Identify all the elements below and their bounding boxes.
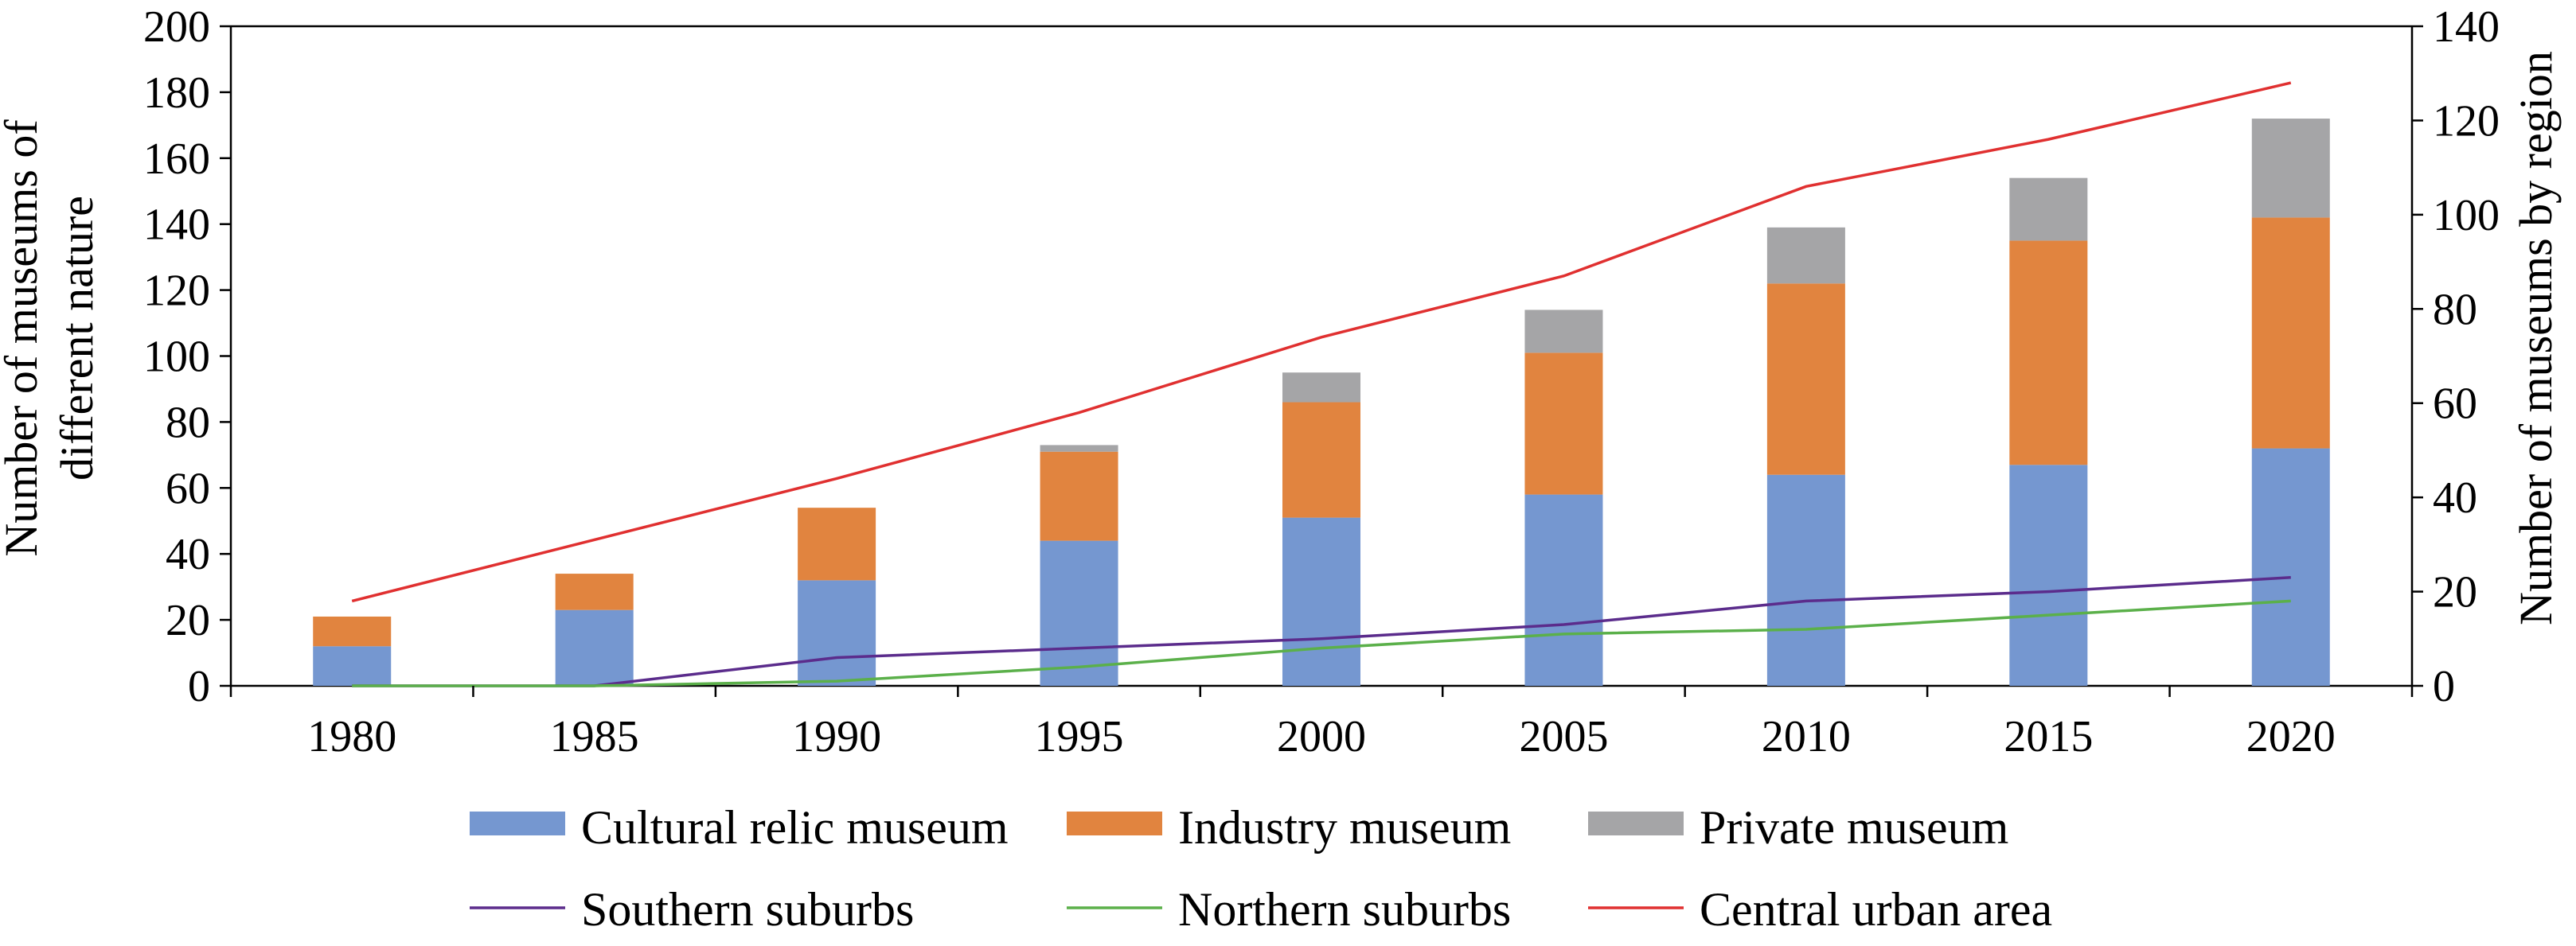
bar-industry-museum-1990 [798, 508, 876, 581]
left-tick-label: 80 [166, 398, 210, 447]
line-northern-suburbs [352, 599, 2291, 687]
x-tick-label: 1995 [1035, 712, 1124, 761]
x-tick-label: 2015 [2004, 712, 2093, 761]
bar-private-museum-1995 [1040, 445, 1118, 452]
bar-industry-museum-1995 [1040, 451, 1118, 541]
bar-industry-museum-2000 [1282, 402, 1360, 518]
bar-layer [313, 119, 2330, 686]
right-axis-title: Number of museums by region [2510, 51, 2562, 625]
bar-private-museum-2010 [1766, 227, 1845, 284]
right-tick-label: 0 [2433, 662, 2455, 711]
left-tick-label: 20 [166, 596, 210, 645]
bar-cultural-relic-museum-2020 [2251, 448, 2330, 686]
bar-industry-museum-1985 [555, 574, 634, 610]
bar-private-museum-2015 [2009, 177, 2088, 241]
x-tick-label: 2010 [1762, 712, 1851, 761]
bar-cultural-relic-museum-1990 [798, 580, 876, 686]
legend-swatch-industry-museum [1067, 812, 1162, 835]
bar-cultural-relic-museum-1980 [313, 646, 392, 686]
left-tick-label: 140 [143, 200, 210, 250]
left-tick-label: 200 [143, 2, 210, 52]
x-tick-label: 2020 [2246, 712, 2336, 761]
bar-industry-museum-2020 [2251, 217, 2330, 449]
bar-industry-museum-2010 [1766, 283, 1845, 475]
bar-cultural-relic-museum-2015 [2009, 465, 2088, 686]
legend-label-northern-suburbs: Northern suburbs [1178, 883, 1511, 936]
line-central-urban-area [351, 81, 2292, 603]
line-southern-suburbs [352, 576, 2291, 687]
legend-label-southern-suburbs: Southern suburbs [581, 883, 914, 936]
legend-label-private-museum: Private museum [1700, 801, 2008, 854]
legend-label-industry-museum: Industry museum [1178, 801, 1511, 854]
right-tick-label: 140 [2433, 2, 2500, 52]
x-tick-label: 1990 [792, 712, 881, 761]
right-tick-label: 80 [2433, 285, 2477, 334]
x-tick-label: 1980 [307, 712, 396, 761]
right-tick-label: 60 [2433, 380, 2477, 429]
bar-industry-museum-2005 [1524, 352, 1603, 495]
left-tick-label: 160 [143, 134, 210, 184]
bar-private-museum-2005 [1524, 309, 1603, 353]
bar-industry-museum-1980 [313, 616, 392, 647]
legend-swatch-private-museum [1588, 812, 1684, 835]
bar-private-museum-2000 [1282, 372, 1360, 403]
right-tick-label: 20 [2433, 568, 2477, 617]
x-tick-label: 2005 [1519, 712, 1608, 761]
left-tick-label: 120 [143, 267, 210, 316]
left-tick-label: 100 [143, 333, 210, 382]
right-tick-label: 100 [2433, 191, 2500, 240]
bar-cultural-relic-museum-2010 [1766, 474, 1845, 686]
bar-cultural-relic-museum-1995 [1040, 540, 1118, 686]
left-tick-label: 60 [166, 464, 210, 513]
right-axis-ticks: 0 20 40 60 80 100 120 140 [2412, 2, 2500, 711]
bar-cultural-relic-museum-2005 [1524, 494, 1603, 686]
x-axis-ticks: 1980 1985 1990 1995 2000 2005 2010 2015 2020 [229, 686, 2414, 761]
left-axis-title-line-2: different nature [51, 196, 103, 481]
bar-industry-museum-2015 [2009, 240, 2088, 465]
left-tick-label: 0 [188, 662, 210, 711]
legend-swatch-cultural-relic-museum [470, 812, 565, 835]
left-tick-label: 40 [166, 530, 210, 579]
right-tick-label: 120 [2433, 96, 2500, 146]
right-tick-label: 40 [2433, 473, 2477, 523]
bar-cultural-relic-museum-2000 [1282, 517, 1360, 686]
left-axis-title-line-1: Number of museums of [0, 119, 47, 557]
x-tick-label: 1985 [550, 712, 639, 761]
left-axis-ticks: 0 20 40 60 80 100 120 140 160 180 200 [143, 2, 231, 711]
bar-private-museum-2020 [2251, 119, 2330, 218]
line-layer [351, 81, 2292, 687]
legend: Cultural relic museum Industry museum Priv… [470, 801, 2052, 936]
left-tick-label: 180 [143, 68, 210, 118]
legend-label-cultural-relic-museum: Cultural relic museum [581, 801, 1009, 854]
legend-label-central-urban-area: Central urban area [1700, 883, 2052, 936]
x-tick-label: 2000 [1277, 712, 1366, 761]
bar-cultural-relic-museum-1985 [555, 609, 634, 686]
